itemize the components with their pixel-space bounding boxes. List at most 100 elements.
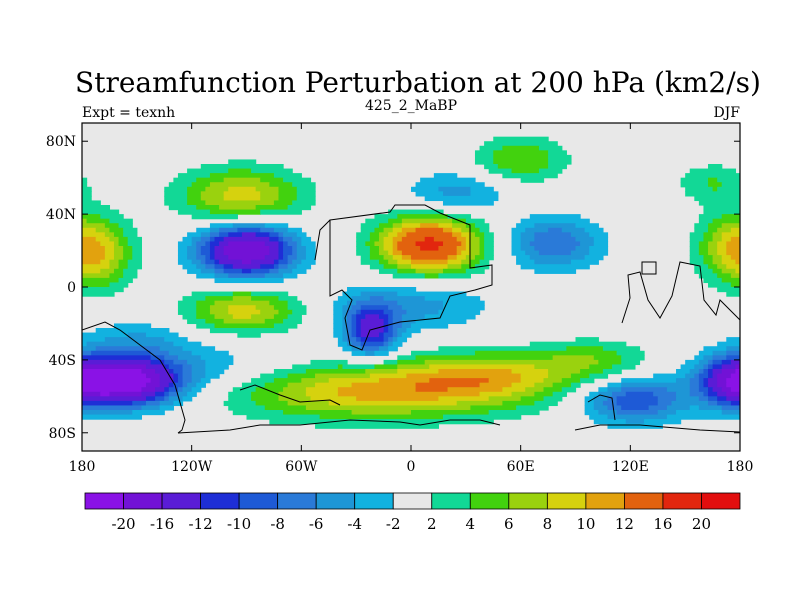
- field-cell: [182, 314, 197, 320]
- field-cell: [219, 241, 229, 247]
- field-cell: [347, 318, 353, 325]
- field-cell: [251, 296, 280, 302]
- field-cell: [95, 227, 111, 233]
- field-cell: [703, 346, 727, 352]
- field-cell: [283, 255, 289, 261]
- field-cell: [621, 405, 650, 411]
- legend-label: 8: [543, 515, 553, 533]
- field-cell: [516, 405, 549, 411]
- field-cell: [264, 255, 280, 261]
- field-cell: [397, 246, 421, 252]
- field-cell: [278, 241, 284, 247]
- field-cell: [155, 391, 165, 397]
- field-cell: [187, 318, 206, 325]
- field-cell: [214, 277, 284, 284]
- field-cell: [488, 410, 540, 416]
- field-cell: [525, 387, 545, 393]
- field-cell: [388, 337, 394, 343]
- field-cell: [388, 314, 394, 320]
- field-cell: [415, 227, 444, 233]
- field-cell: [415, 182, 485, 188]
- field-cell: [82, 259, 101, 265]
- field-cell: [534, 382, 554, 388]
- field-cell: [570, 382, 581, 388]
- field-cell: [200, 232, 211, 238]
- field-cell: [191, 236, 202, 243]
- field-cell: [388, 305, 403, 311]
- field-cell: [310, 396, 357, 402]
- legend-swatch: [161, 492, 201, 510]
- field-cell: [479, 246, 485, 252]
- field-cell: [616, 400, 659, 407]
- field-cell: [698, 378, 705, 384]
- field-cell: [191, 373, 206, 379]
- field-cell: [392, 223, 403, 229]
- field-cell: [342, 305, 353, 311]
- field-cell: [552, 391, 567, 397]
- field-cell: [356, 332, 362, 338]
- field-cell: [548, 373, 572, 379]
- field-cell: [351, 296, 371, 302]
- field-cell: [123, 268, 138, 274]
- field-cell: [342, 318, 348, 325]
- field-cell: [584, 227, 604, 233]
- field-cell: [287, 300, 302, 306]
- field-cell: [721, 232, 740, 238]
- field-cell: [337, 296, 353, 302]
- field-cell: [721, 182, 740, 188]
- field-cell: [397, 300, 444, 306]
- field-cell: [685, 373, 695, 379]
- field-cell: [109, 391, 143, 397]
- field-cell: [296, 255, 307, 261]
- field-cell: [484, 141, 558, 147]
- field-cell: [438, 346, 567, 352]
- field-cell: [82, 255, 106, 261]
- field-cell: [214, 250, 225, 256]
- field-cell: [82, 246, 106, 252]
- field-cell: [287, 205, 312, 211]
- field-cell: [383, 328, 389, 334]
- field-cell: [689, 232, 705, 238]
- field-cell: [209, 309, 229, 315]
- field-cell: [534, 236, 577, 243]
- field-cell: [365, 314, 380, 320]
- field-cell: [379, 268, 398, 274]
- field-cell: [164, 186, 188, 192]
- field-cell: [255, 400, 289, 407]
- field-cell: [287, 382, 316, 388]
- field-cell: [534, 232, 572, 238]
- field-cell: [365, 241, 376, 247]
- field-cell: [351, 318, 357, 325]
- field-cell: [177, 373, 184, 379]
- field-cell: [474, 154, 494, 161]
- field-cell: [712, 355, 727, 361]
- field-cell: [209, 223, 234, 229]
- field-cell: [561, 378, 581, 384]
- field-cell: [209, 182, 270, 188]
- field-cell: [401, 332, 412, 338]
- field-cell: [369, 250, 380, 256]
- field-cell: [251, 396, 280, 402]
- field-cell: [269, 246, 280, 252]
- field-cell: [164, 359, 174, 366]
- field-cell: [168, 387, 179, 393]
- field-cell: [726, 391, 740, 397]
- field-cell: [717, 273, 732, 279]
- field-cell: [168, 391, 179, 397]
- field-cell: [379, 378, 430, 384]
- field-cell: [511, 250, 526, 256]
- field-cell: [118, 236, 129, 243]
- field-cell: [278, 259, 289, 265]
- field-cell: [205, 364, 229, 370]
- field-cell: [228, 168, 252, 174]
- field-cell: [721, 410, 740, 416]
- field-cell: [529, 241, 581, 247]
- field-cell: [397, 364, 430, 370]
- field-cell: [456, 400, 503, 407]
- field-cell: [680, 364, 695, 370]
- field-cell: [474, 350, 618, 356]
- field-cell: [292, 268, 307, 274]
- field-cell: [337, 341, 348, 347]
- field-cell: [680, 177, 709, 183]
- field-cell: [479, 382, 513, 388]
